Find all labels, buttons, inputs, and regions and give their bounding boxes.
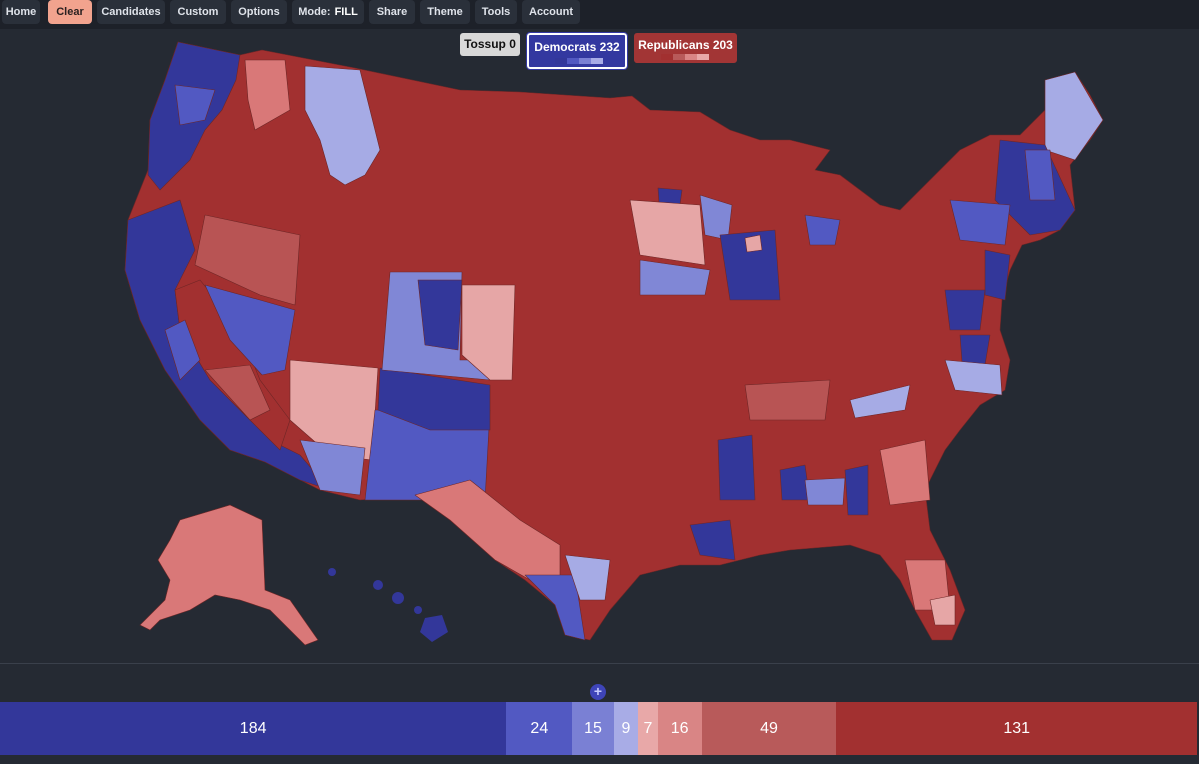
colorado-dem[interactable]: [417, 279, 463, 351]
options-button[interactable]: Options: [231, 0, 287, 24]
nevada-likely-dem[interactable]: [204, 284, 296, 376]
georgia-lean-dem[interactable]: [804, 477, 846, 506]
theme-button[interactable]: Theme: [420, 0, 470, 24]
custom-button[interactable]: Custom: [170, 0, 226, 24]
south-carolina-lean-r[interactable]: [879, 439, 931, 506]
iowa-lean-dem[interactable]: [639, 259, 711, 296]
house-district-map[interactable]: [0, 30, 1199, 660]
mississippi-dem[interactable]: [717, 434, 756, 501]
montana-tilt-dem[interactable]: [304, 65, 381, 186]
new-mexico-north-dem[interactable]: [377, 367, 491, 431]
new-york-likely-dem[interactable]: [949, 199, 1011, 246]
alaska-lean-r[interactable]: [139, 504, 319, 646]
mode-value: FILL: [334, 6, 358, 18]
colorado-tilt-r[interactable]: [461, 284, 516, 381]
candidates-button[interactable]: Candidates: [97, 0, 165, 24]
democrats-legend[interactable]: Democrats 232: [526, 32, 628, 70]
michigan-likely-dem[interactable]: [804, 214, 841, 246]
iowa-tilt-r[interactable]: [629, 199, 706, 266]
new-jersey-dem[interactable]: [984, 249, 1011, 301]
seat-segment[interactable]: 9: [613, 702, 639, 755]
republicans-legend[interactable]: Republicans 203: [634, 33, 737, 63]
tossup-legend[interactable]: Tossup 0: [460, 33, 520, 56]
seat-segment[interactable]: 15: [572, 702, 614, 755]
seat-segment[interactable]: 16: [657, 702, 702, 755]
virginia-dem[interactable]: [959, 334, 991, 366]
seat-segment[interactable]: 7: [638, 702, 658, 755]
georgia-dem[interactable]: [844, 464, 869, 516]
top-nav: Home Clear Candidates Custom Options Mod…: [0, 0, 1199, 29]
pennsylvania-dem[interactable]: [944, 289, 986, 331]
seat-segment[interactable]: 184: [0, 702, 507, 755]
home-button[interactable]: Home: [2, 0, 40, 24]
democrats-swatches: [555, 58, 603, 64]
republicans-swatches: [661, 54, 709, 60]
democrats-label: Democrats 232: [534, 40, 620, 54]
california-inland-likely-r[interactable]: [204, 364, 271, 421]
clear-button[interactable]: Clear: [48, 0, 92, 24]
new-hampshire-likely-dem[interactable]: [1024, 149, 1056, 201]
account-button[interactable]: Account: [522, 0, 580, 24]
maine-tilt-dem[interactable]: [1044, 71, 1104, 161]
florida-tilt-r[interactable]: [929, 594, 956, 626]
hawaii-dem[interactable]: [328, 568, 448, 642]
republicans-label: Republicans 203: [638, 38, 733, 52]
california-coast-likely-dem[interactable]: [164, 319, 201, 381]
south-texas-likely-dem[interactable]: [524, 574, 586, 641]
majority-marker-icon: +: [590, 684, 606, 700]
seat-segment[interactable]: 131: [836, 702, 1197, 755]
louisiana-dem[interactable]: [689, 519, 736, 561]
north-carolina-tilt-dem[interactable]: [944, 359, 1003, 396]
tennessee-tilt-dem[interactable]: [849, 384, 911, 419]
mode-button[interactable]: Mode: FILL: [292, 0, 364, 24]
map-divider: [0, 663, 1199, 664]
seattle-likely-dem[interactable]: [174, 84, 216, 126]
mode-label: Mode:: [298, 6, 331, 18]
seat-segment[interactable]: 24: [506, 702, 573, 755]
tools-button[interactable]: Tools: [475, 0, 517, 24]
chicago-tilt-r[interactable]: [744, 234, 763, 253]
spokane-lean-r[interactable]: [244, 59, 291, 131]
appalachia-likely-r[interactable]: [744, 379, 831, 421]
share-button[interactable]: Share: [369, 0, 415, 24]
houston-tilt-dem[interactable]: [564, 554, 611, 601]
seat-segment[interactable]: 49: [701, 702, 837, 755]
illinois-dem[interactable]: [719, 229, 781, 301]
seat-distribution-bar: 184 24 15 9 7 16 49 131: [0, 702, 1197, 755]
oregon-east-likely-r[interactable]: [194, 214, 301, 306]
arizona-south-lean-dem[interactable]: [299, 439, 366, 496]
